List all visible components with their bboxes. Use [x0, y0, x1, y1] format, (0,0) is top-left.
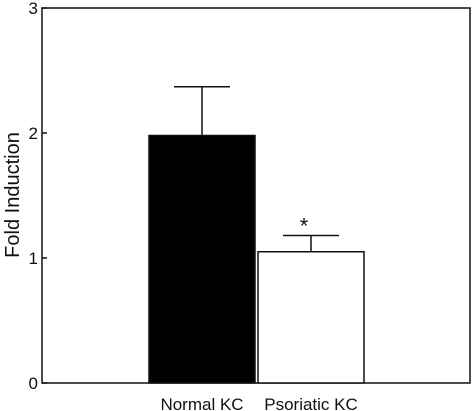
x-category-label: Normal KC — [160, 395, 243, 411]
y-tick-label: 3 — [29, 0, 38, 18]
x-category-label: Psoriatic KC — [264, 395, 358, 411]
bars: * — [148, 86, 365, 384]
y-axis: 0 1 2 3 — [29, 0, 47, 393]
y-axis-title: Fold Induction — [2, 132, 24, 258]
bar-normal-kc — [148, 134, 256, 384]
y-tick-label: 2 — [29, 124, 38, 143]
plot-frame — [41, 7, 471, 384]
bar-psoriatic-kc — [257, 251, 365, 384]
y-tick-label: 0 — [29, 374, 38, 393]
x-axis-labels: Normal KC Psoriatic KC — [160, 395, 357, 411]
y-tick-label: 1 — [29, 249, 38, 268]
significance-marker: * — [300, 214, 309, 239]
